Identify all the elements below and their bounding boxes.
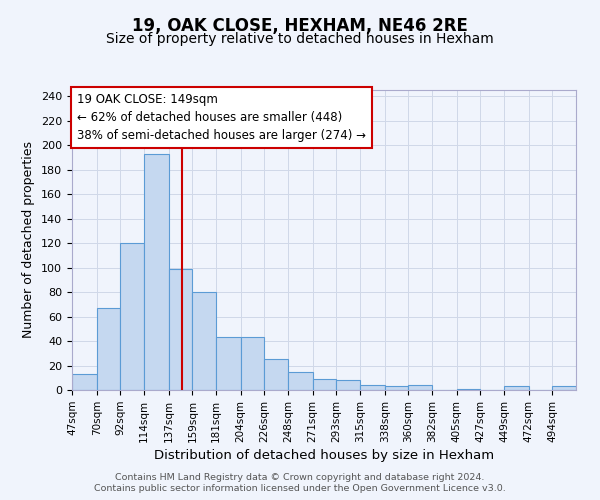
Bar [385, 386, 409, 390]
Bar [144, 154, 169, 390]
Text: Size of property relative to detached houses in Hexham: Size of property relative to detached ho… [106, 32, 494, 46]
Bar [241, 338, 265, 390]
Text: 19, OAK CLOSE, HEXHAM, NE46 2RE: 19, OAK CLOSE, HEXHAM, NE46 2RE [132, 18, 468, 36]
Bar [313, 379, 337, 390]
Bar [409, 385, 432, 390]
Bar [288, 372, 313, 390]
Text: 19 OAK CLOSE: 149sqm
← 62% of detached houses are smaller (448)
38% of semi-deta: 19 OAK CLOSE: 149sqm ← 62% of detached h… [77, 93, 366, 142]
Y-axis label: Number of detached properties: Number of detached properties [22, 142, 35, 338]
X-axis label: Distribution of detached houses by size in Hexham: Distribution of detached houses by size … [154, 449, 494, 462]
Bar [504, 386, 529, 390]
Bar [216, 338, 241, 390]
Bar [457, 389, 481, 390]
Bar [553, 386, 576, 390]
Text: Contains HM Land Registry data © Crown copyright and database right 2024.: Contains HM Land Registry data © Crown c… [115, 472, 485, 482]
Text: Contains public sector information licensed under the Open Government Licence v3: Contains public sector information licen… [94, 484, 506, 493]
Bar [337, 380, 360, 390]
Bar [265, 360, 288, 390]
Bar [97, 308, 121, 390]
Bar [121, 243, 144, 390]
Bar [193, 292, 216, 390]
Bar [72, 374, 97, 390]
Bar [169, 269, 193, 390]
Bar [360, 385, 385, 390]
